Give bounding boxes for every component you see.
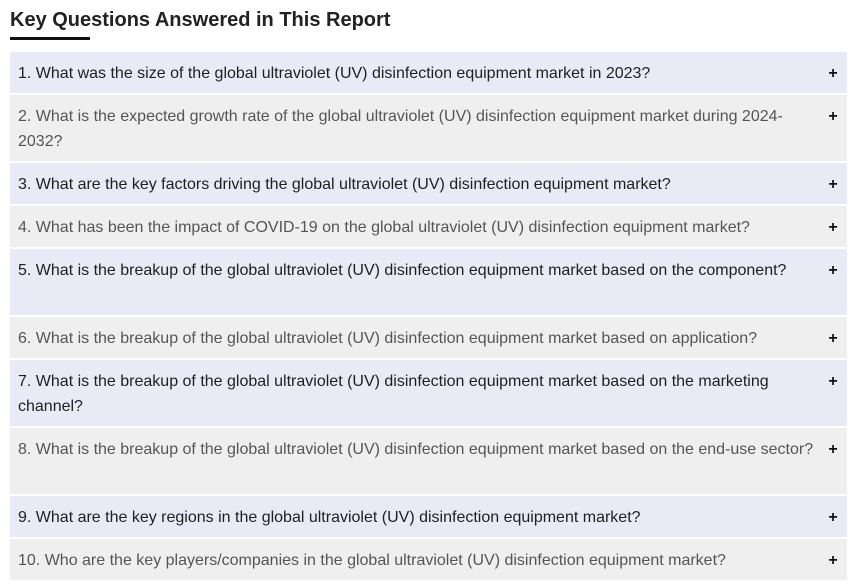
faq-question: 6. What is the breakup of the global ult… [18,330,758,347]
plus-icon[interactable]: + [828,373,838,390]
plus-icon[interactable]: + [828,330,838,347]
plus-icon[interactable]: + [828,108,838,125]
faq-question: 8. What is the breakup of the global ult… [18,441,814,458]
faq-item-5[interactable]: 5. What is the breakup of the global ult… [10,249,847,315]
faq-item-3[interactable]: 3. What are the key factors driving the … [10,163,847,204]
plus-icon[interactable]: + [828,65,838,82]
faq-question: 9. What are the key regions in the globa… [18,509,641,526]
plus-icon[interactable]: + [828,219,838,236]
faq-question: 5. What is the breakup of the global ult… [18,262,787,279]
plus-icon[interactable]: + [828,509,838,526]
faq-question: 10. Who are the key players/companies in… [18,552,726,569]
faq-item-1[interactable]: 1. What was the size of the global ultra… [10,52,847,93]
faq-question: 4. What has been the impact of COVID-19 … [18,219,750,236]
section-title: Key Questions Answered in This Report [10,9,391,31]
faq-item-6[interactable]: 6. What is the breakup of the global ult… [10,317,847,358]
faq-question: 3. What are the key factors driving the … [18,176,671,193]
faq-item-4[interactable]: 4. What has been the impact of COVID-19 … [10,206,847,247]
plus-icon[interactable]: + [828,552,838,569]
faq-question: 1. What was the size of the global ultra… [18,65,651,82]
faq-item-2[interactable]: 2. What is the expected growth rate of t… [10,95,847,161]
title-underline [10,37,90,40]
faq-item-7[interactable]: 7. What is the breakup of the global ult… [10,360,847,426]
faq-question: 7. What is the breakup of the global ult… [18,373,769,415]
faq-item-9[interactable]: 9. What are the key regions in the globa… [10,496,847,537]
faq-question: 2. What is the expected growth rate of t… [18,108,783,150]
faq-item-8[interactable]: 8. What is the breakup of the global ult… [10,428,847,494]
faq-list: 1. What was the size of the global ultra… [10,52,847,582]
plus-icon[interactable]: + [828,176,838,193]
plus-icon[interactable]: + [828,262,838,279]
plus-icon[interactable]: + [828,441,838,458]
faq-item-10[interactable]: 10. Who are the key players/companies in… [10,539,847,580]
